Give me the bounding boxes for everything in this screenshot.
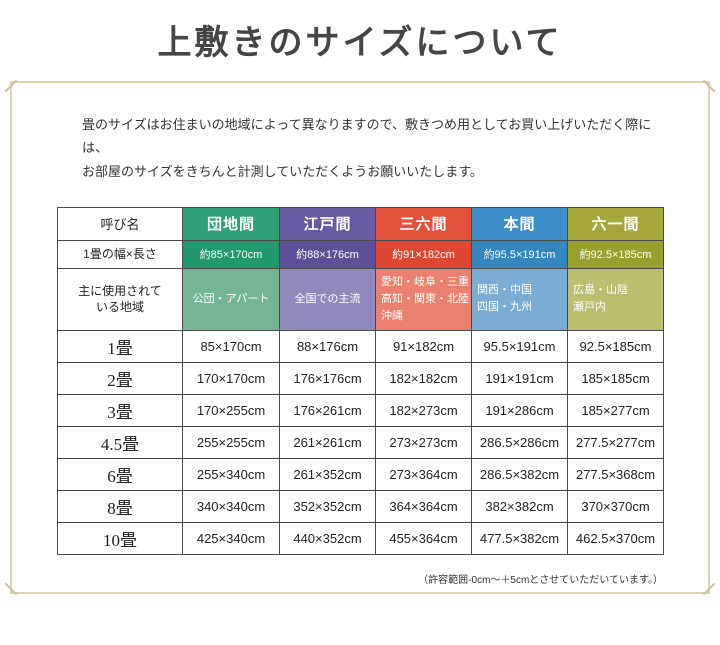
size-value-cell: 370×370cm — [567, 489, 664, 523]
size-value-cell: 91×182cm — [375, 329, 472, 363]
size-row-6jo: 6畳 255×340cm 261×352cm 273×364cm 286.5×3… — [57, 457, 664, 491]
size-value-cell: 170×170cm — [182, 361, 280, 395]
dimension-row-label: 1畳の幅×長さ — [57, 239, 183, 269]
region-cell: 関西・中国 四国・九州 — [471, 267, 568, 331]
size-value-cell: 191×286cm — [471, 393, 568, 427]
size-row-1jo: 1畳 85×170cm 88×176cm 91×182cm 95.5×191cm… — [57, 329, 664, 363]
size-row-3jo: 3畳 170×255cm 176×261cm 182×273cm 191×286… — [57, 393, 664, 427]
size-value-cell: 277.5×277cm — [567, 425, 664, 459]
tolerance-note: （許容範囲-0cm～＋5cmとさせていただいています。） — [418, 574, 663, 586]
column-header-danchima: 団地間 — [182, 206, 280, 241]
column-header-honma: 本間 — [471, 206, 568, 241]
size-value-cell: 95.5×191cm — [471, 329, 568, 363]
dimension-cell: 約85×170cm — [182, 239, 280, 269]
size-value-cell: 277.5×368cm — [567, 457, 664, 491]
size-value-cell: 261×261cm — [279, 425, 376, 459]
size-value-cell: 273×364cm — [375, 457, 472, 491]
size-row-10jo: 10畳 425×340cm 440×352cm 455×364cm 477.5×… — [57, 521, 664, 555]
intro-text: 畳のサイズはお住まいの地域によって異なりますので、敷きつめ用としてお買い上げいた… — [82, 113, 657, 183]
size-value-cell: 182×273cm — [375, 393, 472, 427]
column-header-rokuichima: 六一間 — [567, 206, 664, 241]
size-row-label: 4.5畳 — [57, 425, 183, 459]
content-frame: 畳のサイズはお住まいの地域によって異なりますので、敷きつめ用としてお買い上げいた… — [4, 79, 716, 596]
frame-corner-decoration — [702, 79, 716, 93]
intro-line-2: お部屋のサイズをきちんと計測していただくようお願いいたします。 — [82, 163, 483, 179]
size-value-cell: 176×176cm — [279, 361, 376, 395]
size-row-label: 6畳 — [57, 457, 183, 491]
size-value-cell: 477.5×382cm — [471, 521, 568, 555]
intro-line-1: 畳のサイズはお住まいの地域によって異なりますので、敷きつめ用としてお買い上げいた… — [82, 116, 652, 156]
size-value-cell: 340×340cm — [182, 489, 280, 523]
region-cell: 全国での主流 — [279, 267, 376, 331]
size-value-cell: 286.5×382cm — [471, 457, 568, 491]
size-value-cell: 364×364cm — [375, 489, 472, 523]
size-value-cell: 352×352cm — [279, 489, 376, 523]
size-value-cell: 255×255cm — [182, 425, 280, 459]
size-value-cell: 170×255cm — [182, 393, 280, 427]
size-row-label: 10畳 — [57, 521, 183, 555]
size-value-cell: 462.5×370cm — [567, 521, 664, 555]
size-value-cell: 255×340cm — [182, 457, 280, 491]
size-value-cell: 176×261cm — [279, 393, 376, 427]
size-value-cell: 182×182cm — [375, 361, 472, 395]
size-value-cell: 455×364cm — [375, 521, 472, 555]
region-cell: 愛知・岐阜・三重 高知・関東・北陸 沖縄 — [375, 267, 472, 331]
dimension-cell: 約95.5×191cm — [471, 239, 568, 269]
size-row-label: 3畳 — [57, 393, 183, 427]
frame-corner-decoration — [702, 582, 716, 596]
size-value-cell: 191×191cm — [471, 361, 568, 395]
frame-corner-decoration — [4, 582, 18, 596]
size-row-label: 8畳 — [57, 489, 183, 523]
size-row-label: 2畳 — [57, 361, 183, 395]
size-row-4-5jo: 4.5畳 255×255cm 261×261cm 273×273cm 286.5… — [57, 425, 664, 459]
mat-dimension-row: 1畳の幅×長さ 約85×170cm 約88×176cm 約91×182cm 約9… — [57, 239, 664, 269]
region-row: 主に使用されて いる地域 公団・アパート 全国での主流 愛知・岐阜・三重 高知・… — [57, 267, 664, 331]
page-title: 上敷きのサイズについて — [157, 25, 563, 62]
region-row-label: 主に使用されて いる地域 — [57, 267, 183, 331]
size-value-cell: 92.5×185cm — [567, 329, 664, 363]
size-value-cell: 261×352cm — [279, 457, 376, 491]
size-value-cell: 88×176cm — [279, 329, 376, 363]
size-value-cell: 440×352cm — [279, 521, 376, 555]
region-cell: 広島・山陰 瀬戸内 — [567, 267, 664, 331]
size-row-2jo: 2畳 170×170cm 176×176cm 182×182cm 191×191… — [57, 361, 664, 395]
size-value-cell: 273×273cm — [375, 425, 472, 459]
size-value-cell: 286.5×286cm — [471, 425, 568, 459]
frame-corner-decoration — [4, 79, 18, 93]
tatami-size-table: 呼び名 団地間 江戸間 三六間 本間 六一間 1畳の幅×長さ 約85×170cm… — [57, 206, 664, 555]
dimension-cell: 約92.5×185cm — [567, 239, 664, 269]
size-value-cell: 185×277cm — [567, 393, 664, 427]
size-value-cell: 382×382cm — [471, 489, 568, 523]
size-row-label: 1畳 — [57, 329, 183, 363]
size-value-cell: 185×185cm — [567, 361, 664, 395]
corner-header: 呼び名 — [57, 206, 183, 241]
size-value-cell: 85×170cm — [182, 329, 280, 363]
dimension-cell: 約88×176cm — [279, 239, 376, 269]
column-header-sanrokuma: 三六間 — [375, 206, 472, 241]
column-header-edoma: 江戸間 — [279, 206, 376, 241]
dimension-cell: 約91×182cm — [375, 239, 472, 269]
size-value-cell: 425×340cm — [182, 521, 280, 555]
region-cell: 公団・アパート — [182, 267, 280, 331]
size-row-8jo: 8畳 340×340cm 352×352cm 364×364cm 382×382… — [57, 489, 664, 523]
table-header-row: 呼び名 団地間 江戸間 三六間 本間 六一間 — [57, 206, 664, 241]
